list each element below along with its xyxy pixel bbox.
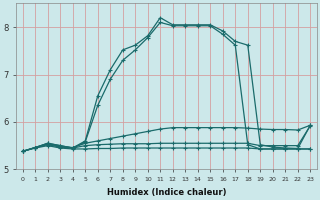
X-axis label: Humidex (Indice chaleur): Humidex (Indice chaleur) <box>107 188 226 197</box>
